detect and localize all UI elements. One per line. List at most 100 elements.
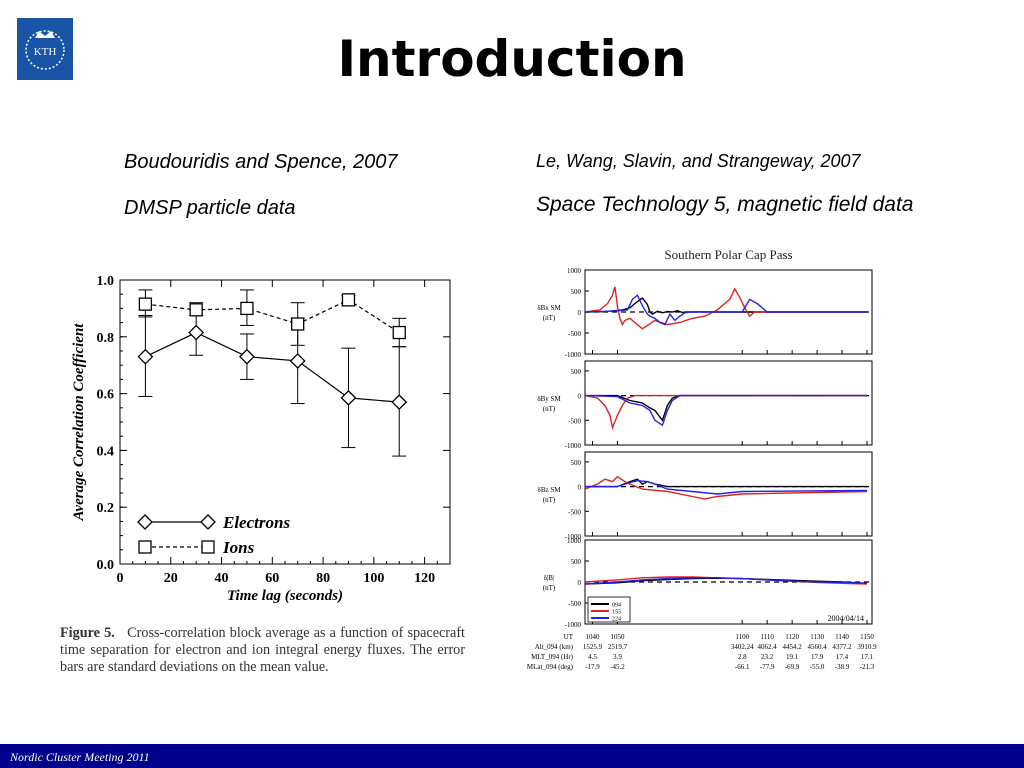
caption-text: Cross-correlation block average as a fun… — [60, 625, 465, 675]
table-cell: 4454.2 — [783, 643, 803, 651]
table-cell: 17.1 — [861, 653, 874, 661]
table-cell: 4.5 — [588, 653, 597, 661]
y-tick-label: 0.0 — [97, 558, 115, 573]
panel-y-tick-label: 0 — [578, 309, 582, 317]
legend-marker — [201, 540, 215, 554]
legend-label: Ions — [222, 538, 255, 557]
legend-marker — [200, 514, 216, 530]
figure-caption: Figure 5. Cross-correlation block averag… — [60, 625, 465, 676]
panel-y-unit: (nT) — [543, 314, 556, 322]
table-cell: -69.9 — [785, 663, 800, 671]
panel-frame — [584, 360, 873, 446]
polar-cap-pass-chart: Southern Polar Cap Pass 1000 500 0 -500 -1000… — [527, 247, 877, 671]
panel-y-tick-label: -500 — [568, 600, 581, 608]
table-cell: -17.9 — [585, 663, 600, 671]
kth-logo: KTH — [17, 18, 73, 80]
legend-marker — [137, 514, 153, 530]
left-ref-authors: Boudouridis and Spence, 2007 — [124, 151, 398, 173]
caption-label: Figure 5. — [60, 625, 115, 641]
panel-y-tick-label: -500 — [568, 508, 581, 516]
data-point-electrons — [289, 353, 306, 369]
panel-y-tick-label: -1000 — [565, 621, 582, 629]
chart-title: Southern Polar Cap Pass — [664, 247, 792, 262]
data-point-electrons — [391, 394, 408, 411]
correlation-chart: 0 20 40 60 80 100 120 0.0 0.2 0.4 0.6 0.8 1.0 Time la… — [71, 274, 451, 604]
table-cell: -21.3 — [860, 663, 875, 671]
table-cell: 1110 — [760, 633, 774, 641]
data-point-electrons — [188, 324, 205, 341]
table-cell: 1130 — [810, 633, 824, 641]
series-line-224 — [585, 479, 868, 495]
table-cell: -77.9 — [760, 663, 775, 671]
data-point-ions — [341, 293, 356, 307]
table-cell: 23.2 — [761, 653, 774, 661]
data-point-electrons — [340, 389, 357, 406]
data-point-ions — [291, 317, 305, 331]
y-tick-label: 1.0 — [97, 274, 115, 289]
data-point-electrons — [239, 348, 255, 365]
footer-bar: Nordic Cluster Meeting 2011 — [0, 744, 1024, 768]
data-point-electrons — [137, 348, 154, 365]
x-tick-label: 80 — [316, 571, 330, 586]
footer-text: Nordic Cluster Meeting 2011 — [10, 750, 150, 764]
data-point-ions — [240, 301, 254, 316]
y-tick-label: 0.2 — [97, 501, 115, 516]
panel-y-tick-label: -1000 — [565, 351, 582, 359]
table-cell: 2.8 — [738, 653, 747, 661]
x-tick-label: 0 — [117, 571, 124, 586]
y-tick-label: 0.4 — [97, 444, 115, 459]
panel-frame — [584, 451, 873, 537]
legend-label: 094 — [612, 603, 621, 609]
series-line-155 — [584, 394, 867, 431]
data-point-ions — [392, 325, 406, 340]
panel-y-unit: (nT) — [543, 496, 556, 504]
y-axis-label: Average Correlation Coefficient — [71, 323, 87, 522]
table-cell: -66.1 — [735, 663, 750, 671]
panel-y-tick-label: -500 — [568, 330, 581, 338]
table-cell: -45.2 — [610, 663, 625, 671]
series-line-224 — [584, 294, 867, 326]
panel-y-tick-label: 500 — [571, 558, 582, 566]
right-ref-subtitle: Space Technology 5, magnetic field data — [536, 193, 914, 216]
x-tick-label: 40 — [215, 571, 229, 586]
legend-label: 155 — [612, 610, 621, 616]
y-tick-label: 0.8 — [97, 331, 115, 346]
table-cell: 1120 — [785, 633, 799, 641]
panel-y-tick-label: 0 — [578, 579, 582, 587]
table-cell: 1040 — [585, 633, 600, 641]
table-cell: 17.4 — [836, 653, 849, 661]
panel-y-tick-label: 500 — [571, 288, 582, 296]
series-line-224 — [584, 394, 867, 427]
table-cell: 1050 — [610, 633, 625, 641]
table-cell: 3402.24 — [731, 643, 754, 651]
data-point-ions — [138, 297, 153, 311]
table-cell: 3.9 — [613, 653, 622, 661]
x-tick-label: 100 — [363, 571, 384, 586]
y-tick-label: 0.6 — [97, 388, 115, 403]
x-tick-label: 20 — [164, 571, 178, 586]
table-cell: 4560.4 — [807, 643, 827, 651]
panel-y-tick-label: 0 — [578, 484, 582, 492]
legend-label: Electrons — [222, 513, 290, 532]
left-ref-subtitle: DMSP particle data — [124, 197, 296, 219]
x-tick-label: 60 — [265, 571, 279, 586]
table-row-label: UT — [564, 633, 574, 641]
x-tick-label: 120 — [414, 571, 435, 586]
data-point-ions — [189, 303, 203, 317]
panel-y-tick-label: 1000 — [567, 267, 582, 275]
table-row-label: MLT_094 (Hr) — [531, 653, 574, 661]
table-cell: 1150 — [860, 633, 874, 641]
table-row-label: Alt_094 (km) — [535, 643, 574, 651]
table-cell: -38.9 — [835, 663, 850, 671]
panel-y-tick-label: -1000 — [565, 533, 582, 541]
table-cell: 1100 — [735, 633, 749, 641]
panel-y-tick-label: -500 — [568, 417, 581, 425]
page-title: Introduction — [337, 30, 687, 88]
date-label: 2004/04/14 — [828, 614, 864, 623]
series-line-224 — [584, 577, 868, 585]
table-cell: 19.1 — [786, 653, 799, 661]
kth-crest-icon: KTH — [25, 30, 65, 70]
panel-y-tick-label: 500 — [571, 459, 582, 467]
table-cell: 1525.9 — [583, 643, 603, 651]
panel-y-label: δBx SM — [537, 304, 561, 312]
